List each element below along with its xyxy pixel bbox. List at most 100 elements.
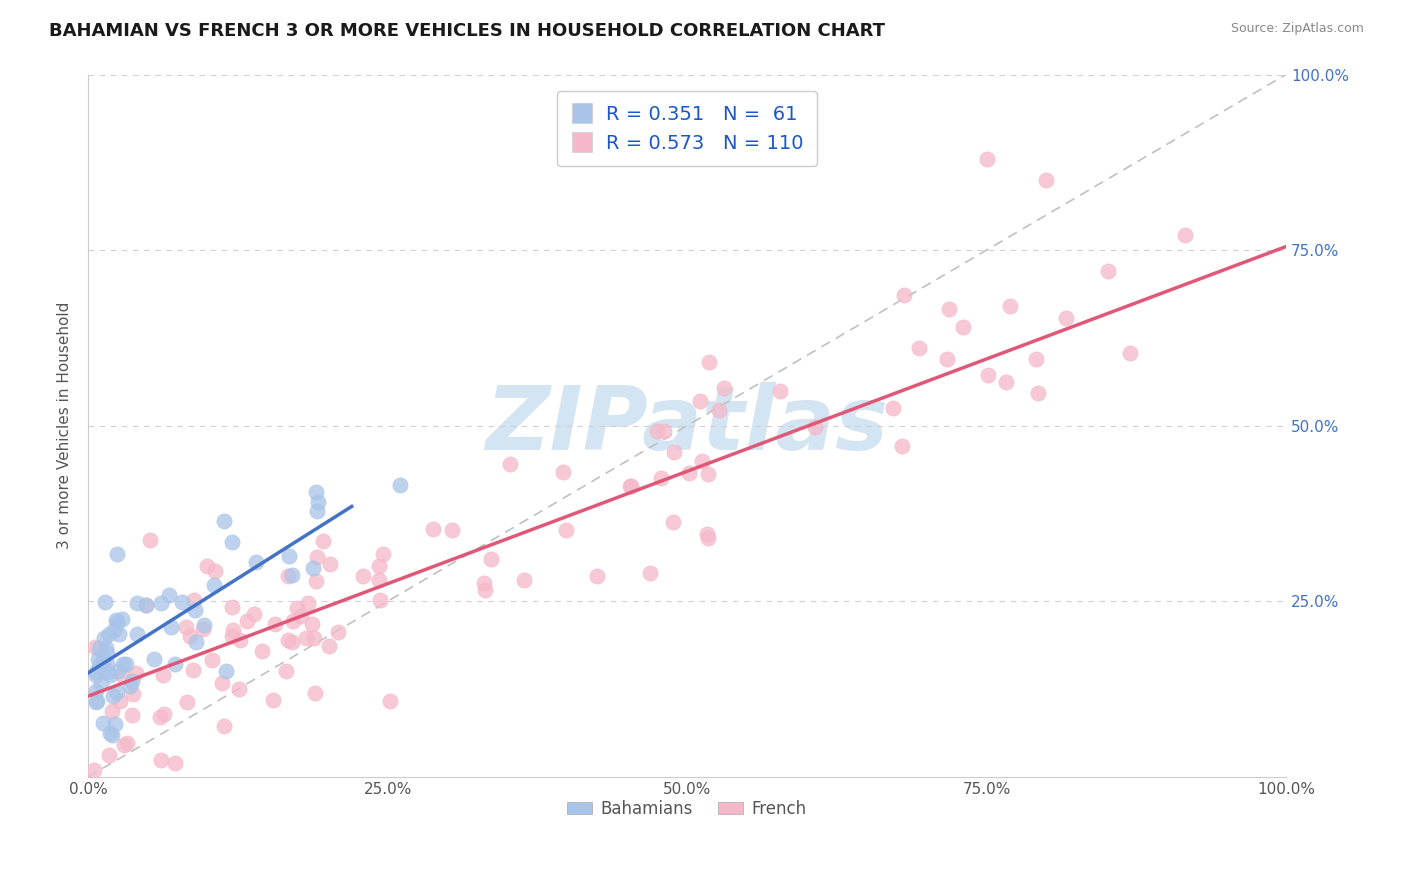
- Point: [994, 376, 1017, 390]
- Point: [212, 514, 235, 528]
- Point: [555, 523, 578, 537]
- Point: [149, 710, 172, 724]
- Point: [294, 631, 316, 645]
- Point: [882, 401, 904, 415]
- Point: [696, 527, 718, 541]
- Point: [305, 574, 328, 588]
- Y-axis label: 3 or more Vehicles in Household: 3 or more Vehicles in Household: [58, 302, 72, 549]
- Point: [127, 627, 149, 641]
- Point: [87, 652, 110, 666]
- Point: [97, 665, 120, 680]
- Point: [690, 454, 713, 468]
- Point: [696, 531, 718, 545]
- Point: [976, 152, 998, 166]
- Point: [103, 689, 125, 703]
- Point: [91, 653, 114, 667]
- Point: [290, 609, 312, 624]
- Legend: Bahamians, French: Bahamians, French: [561, 793, 813, 825]
- Point: [586, 569, 609, 583]
- Point: [83, 763, 105, 777]
- Point: [891, 439, 914, 453]
- Point: [105, 685, 128, 699]
- Point: [98, 668, 121, 682]
- Point: [193, 617, 215, 632]
- Point: [311, 533, 333, 548]
- Point: [174, 620, 197, 634]
- Point: [104, 613, 127, 627]
- Point: [221, 629, 243, 643]
- Point: [307, 495, 329, 509]
- Point: [479, 552, 502, 566]
- Point: [100, 728, 122, 742]
- Point: [938, 301, 960, 316]
- Point: [318, 640, 340, 654]
- Point: [105, 547, 128, 561]
- Point: [499, 457, 522, 471]
- Point: [513, 574, 536, 588]
- Point: [94, 595, 117, 609]
- Point: [91, 653, 114, 667]
- Point: [474, 582, 496, 597]
- Text: Source: ZipAtlas.com: Source: ZipAtlas.com: [1230, 22, 1364, 36]
- Point: [328, 625, 350, 640]
- Point: [769, 384, 792, 398]
- Point: [352, 569, 374, 583]
- Point: [83, 640, 105, 654]
- Point: [263, 616, 285, 631]
- Point: [304, 686, 326, 700]
- Point: [935, 351, 957, 366]
- Point: [907, 341, 929, 355]
- Point: [551, 465, 574, 479]
- Point: [104, 717, 127, 731]
- Point: [1025, 352, 1047, 367]
- Point: [115, 736, 138, 750]
- Point: [302, 631, 325, 645]
- Point: [305, 484, 328, 499]
- Point: [125, 665, 148, 680]
- Point: [1174, 227, 1197, 242]
- Point: [108, 694, 131, 708]
- Point: [87, 641, 110, 656]
- Point: [368, 593, 391, 607]
- Point: [1097, 264, 1119, 278]
- Point: [804, 419, 827, 434]
- Point: [221, 600, 243, 615]
- Point: [297, 596, 319, 610]
- Point: [94, 641, 117, 656]
- Point: [664, 445, 686, 459]
- Point: [998, 299, 1021, 313]
- Point: [689, 393, 711, 408]
- Point: [440, 523, 463, 537]
- Point: [89, 659, 111, 673]
- Point: [152, 668, 174, 682]
- Point: [107, 664, 129, 678]
- Point: [184, 635, 207, 649]
- Point: [277, 632, 299, 647]
- Point: [118, 679, 141, 693]
- Point: [283, 614, 305, 628]
- Point: [135, 599, 157, 613]
- Point: [105, 615, 128, 629]
- Point: [86, 694, 108, 708]
- Point: [100, 726, 122, 740]
- Point: [98, 747, 121, 762]
- Point: [221, 534, 243, 549]
- Point: [202, 578, 225, 592]
- Point: [84, 684, 107, 698]
- Point: [143, 651, 166, 665]
- Point: [184, 602, 207, 616]
- Point: [236, 614, 259, 628]
- Point: [111, 667, 134, 681]
- Point: [650, 471, 672, 485]
- Point: [84, 665, 107, 679]
- Point: [150, 753, 173, 767]
- Point: [84, 695, 107, 709]
- Point: [165, 756, 187, 770]
- Point: [276, 664, 298, 678]
- Point: [1035, 173, 1057, 187]
- Point: [645, 424, 668, 438]
- Point: [215, 664, 238, 678]
- Point: [90, 677, 112, 691]
- Point: [211, 675, 233, 690]
- Point: [127, 596, 149, 610]
